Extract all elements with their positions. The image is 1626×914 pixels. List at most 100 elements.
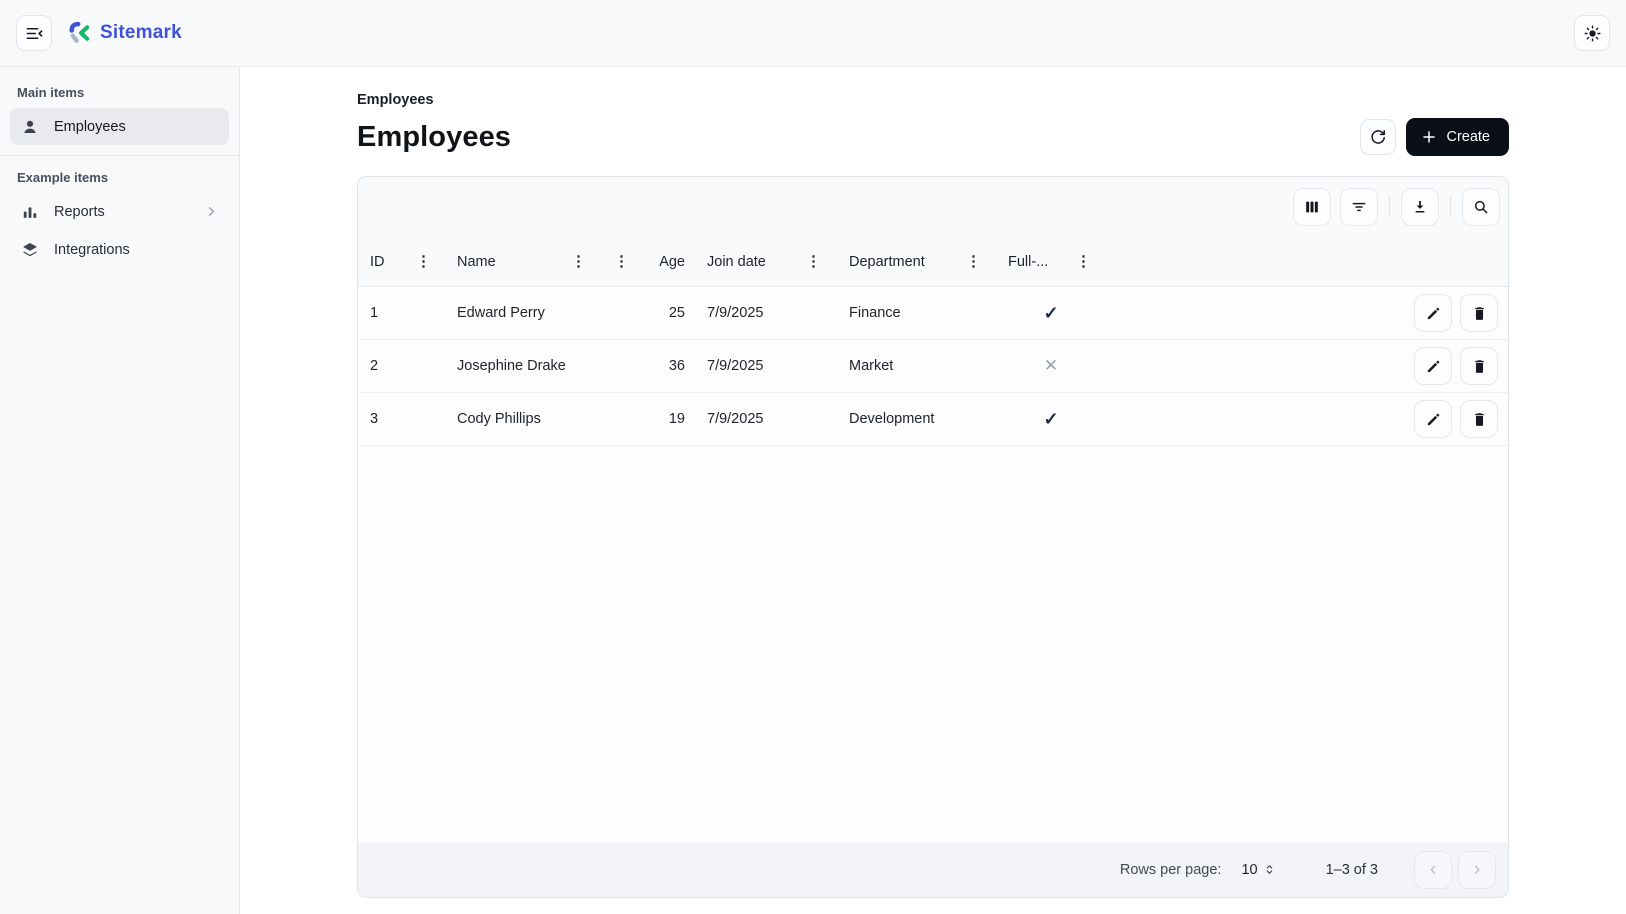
brand-logo[interactable]: Sitemark (66, 20, 182, 46)
sidebar-item-label: Reports (54, 203, 105, 220)
column-label: Age (659, 253, 685, 270)
delete-button[interactable] (1460, 347, 1498, 385)
cell-department: Market (849, 358, 894, 374)
cell-id: 2 (370, 358, 379, 374)
edit-button[interactable] (1414, 294, 1452, 332)
column-label: ID (370, 253, 385, 270)
employees-data-grid: ID ⋮ Name ⋮ ⋮ Age Join date ⋮ Department… (357, 176, 1509, 898)
cell-full-time: ✓ (996, 393, 1106, 445)
search-button[interactable] (1462, 188, 1500, 226)
column-menu-icon[interactable]: ⋮ (806, 253, 821, 270)
column-menu-icon[interactable]: ⋮ (966, 253, 981, 270)
select-arrows-icon (1263, 862, 1276, 877)
grid-toolbar (358, 177, 1508, 237)
columns-button[interactable] (1293, 188, 1331, 226)
sidebar: Main items Employees Example items Repor… (0, 67, 240, 914)
cell-age: 36 (668, 358, 685, 374)
column-header-department[interactable]: Department ⋮ (836, 237, 996, 286)
chevron-right-icon (204, 204, 219, 219)
column-label: Department (849, 253, 925, 270)
sidebar-item-employees[interactable]: Employees (10, 108, 229, 145)
cell-join-date: 7/9/2025 (707, 305, 764, 321)
toolbar-divider (1450, 196, 1451, 218)
pencil-icon (1425, 411, 1442, 428)
sidebar-item-integrations[interactable]: Integrations (10, 231, 229, 268)
cell-name: Josephine Drake (457, 358, 566, 374)
column-header-id[interactable]: ID ⋮ (358, 237, 446, 286)
column-header-name[interactable]: Name ⋮ (446, 237, 601, 286)
pagination-range: 1–3 of 3 (1325, 861, 1378, 878)
column-menu-icon[interactable]: ⋮ (571, 253, 586, 270)
refresh-button[interactable] (1360, 119, 1397, 155)
grid-header-row: ID ⋮ Name ⋮ ⋮ Age Join date ⋮ Department… (358, 237, 1508, 287)
fulltime-mark-0: ✓ (1043, 302, 1059, 323)
grid-rows-area: 1 Edward Perry 25 7/9/2025 Finance ✓ (358, 287, 1508, 842)
trash-icon (1471, 358, 1488, 375)
brand-name: Sitemark (100, 22, 182, 43)
rows-per-page-value: 10 (1241, 861, 1258, 878)
bar-chart-icon (20, 202, 40, 222)
create-button-label: Create (1446, 129, 1490, 145)
table-row[interactable]: 2 Josephine Drake 36 7/9/2025 Market ✕ (358, 340, 1508, 393)
layers-icon (20, 240, 40, 260)
chevron-left-icon: ‹ (1429, 858, 1437, 880)
pencil-icon (1425, 305, 1442, 322)
filter-icon (1350, 198, 1368, 216)
theme-toggle-button[interactable] (1574, 15, 1610, 51)
cell-department: Development (849, 411, 935, 427)
sidebar-item-label: Employees (54, 118, 126, 135)
cell-full-time: ✕ (996, 340, 1106, 392)
next-page-button[interactable]: › (1458, 850, 1496, 889)
column-menu-icon[interactable]: ⋮ (614, 253, 629, 270)
sitemark-logo-icon (66, 20, 92, 46)
sidebar-divider (0, 155, 239, 162)
table-row[interactable]: 3 Cody Phillips 19 7/9/2025 Development … (358, 393, 1508, 446)
column-menu-icon[interactable]: ⋮ (1076, 253, 1091, 270)
delete-button[interactable] (1460, 294, 1498, 332)
download-icon (1411, 198, 1429, 216)
filter-button[interactable] (1340, 188, 1378, 226)
cell-name: Edward Perry (457, 305, 545, 321)
previous-page-button[interactable]: ‹ (1414, 850, 1452, 889)
sidebar-item-reports[interactable]: Reports (10, 193, 229, 230)
export-button[interactable] (1401, 188, 1439, 226)
page-title: Employees (357, 120, 512, 153)
edit-button[interactable] (1414, 400, 1452, 438)
cell-department: Finance (849, 305, 901, 321)
column-label: Join date (707, 253, 766, 270)
sidebar-toggle-button[interactable] (16, 15, 52, 51)
cell-id: 3 (370, 411, 379, 427)
column-menu-icon[interactable]: ⋮ (416, 253, 431, 270)
delete-button[interactable] (1460, 400, 1498, 438)
cell-age: 25 (668, 305, 685, 321)
columns-icon (1303, 198, 1321, 216)
column-header-age[interactable]: ⋮ Age (601, 237, 696, 286)
main-content: Employees Employees Create (240, 67, 1626, 914)
trash-icon (1471, 411, 1488, 428)
rows-per-page-select[interactable]: 10 (1241, 862, 1275, 878)
plus-icon (1421, 129, 1437, 145)
chevron-right-icon: › (1473, 858, 1481, 880)
cell-join-date: 7/9/2025 (707, 358, 764, 374)
cell-age: 19 (668, 411, 685, 427)
person-icon (20, 117, 40, 137)
breadcrumb: Employees (357, 92, 434, 108)
sidebar-section-example-items: Example items (17, 170, 109, 185)
rows-per-page-label: Rows per page: (1119, 861, 1222, 878)
menu-open-icon (25, 24, 44, 43)
column-header-full-time[interactable]: Full-... ⋮ (996, 237, 1106, 286)
cell-name: Cody Phillips (457, 411, 541, 427)
table-row[interactable]: 1 Edward Perry 25 7/9/2025 Finance ✓ (358, 287, 1508, 340)
trash-icon (1471, 305, 1488, 322)
grid-footer: Rows per page: 10 1–3 of 3 ‹ › (358, 842, 1508, 897)
column-header-join-date[interactable]: Join date ⋮ (696, 237, 836, 286)
cell-full-time: ✓ (996, 287, 1106, 339)
refresh-icon (1369, 128, 1387, 146)
edit-button[interactable] (1414, 347, 1452, 385)
search-icon (1472, 198, 1490, 216)
topbar: Sitemark (0, 0, 1626, 67)
create-button[interactable]: Create (1406, 118, 1509, 156)
fulltime-mark-1: ✕ (1043, 356, 1059, 375)
sidebar-item-label: Integrations (54, 241, 130, 258)
sun-icon (1583, 24, 1602, 43)
